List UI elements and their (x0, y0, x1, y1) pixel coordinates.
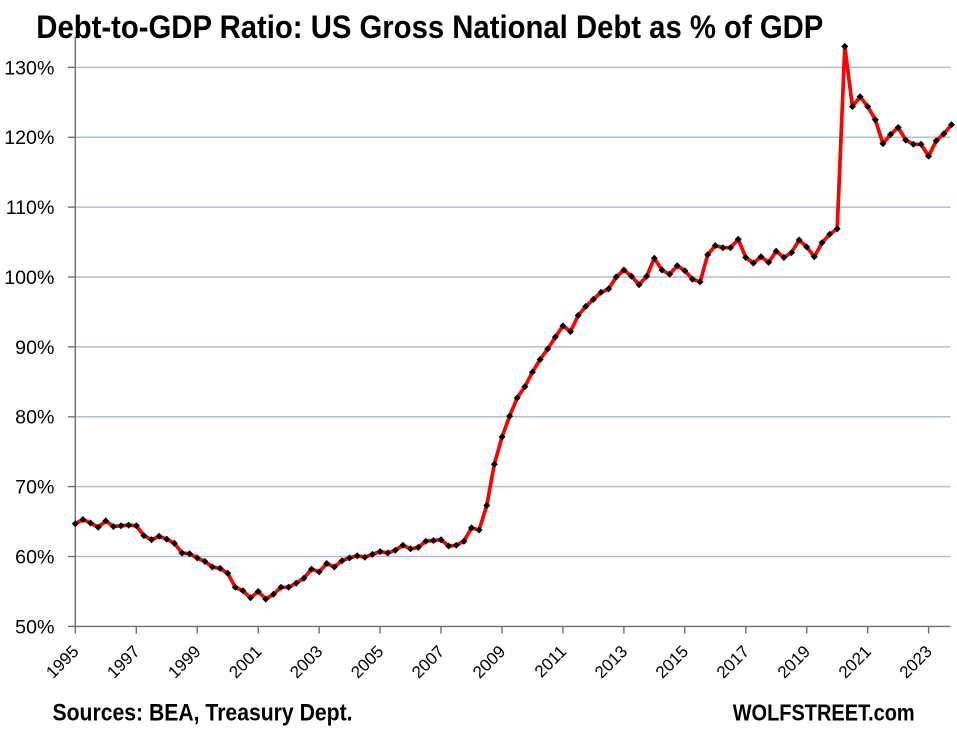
svg-text:110%: 110% (6, 197, 55, 219)
svg-text:80%: 80% (15, 407, 54, 429)
svg-text:60%: 60% (15, 546, 54, 568)
svg-text:130%: 130% (4, 57, 54, 79)
svg-text:70%: 70% (15, 477, 54, 499)
svg-text:WOLFSTREET.com: WOLFSTREET.com (733, 699, 915, 725)
svg-text:Sources: BEA, Treasury Dept.: Sources: BEA, Treasury Dept. (53, 701, 353, 727)
svg-text:100%: 100% (4, 267, 54, 289)
svg-text:90%: 90% (15, 337, 54, 359)
svg-text:Debt-to-GDP Ratio: US Gross Na: Debt-to-GDP Ratio: US Gross National Deb… (36, 9, 823, 45)
svg-text:120%: 120% (4, 127, 54, 149)
svg-text:50%: 50% (15, 616, 54, 638)
